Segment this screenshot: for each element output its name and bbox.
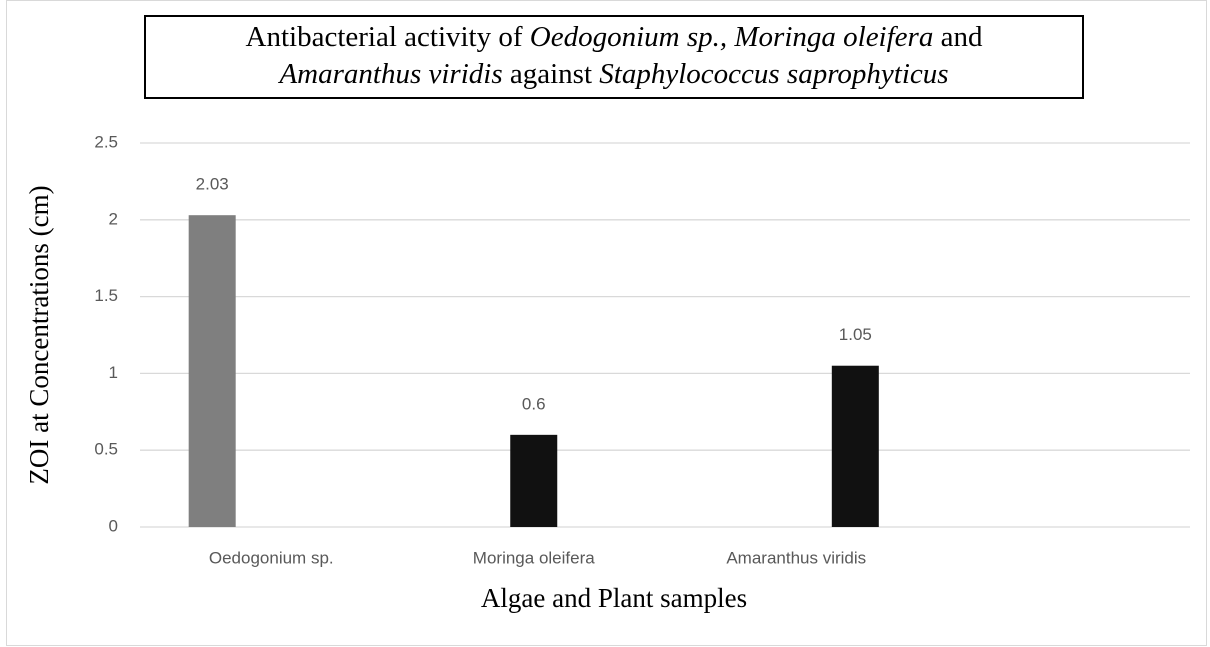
x-axis-label: Algae and Plant samples xyxy=(481,583,747,613)
data-label: 1.05 xyxy=(839,325,872,344)
y-tick-label: 0 xyxy=(109,516,118,535)
title-part: Oedogonium sp., Moringa oleifera xyxy=(530,21,934,53)
chart-title: Amaranthus viridis against Staphylococcu… xyxy=(277,58,948,90)
y-axis-label: ZOI at Concentrations (cm) xyxy=(24,185,54,484)
data-label: 0.6 xyxy=(522,394,546,413)
y-tick-label: 2.5 xyxy=(94,132,118,151)
title-part: activity of xyxy=(404,21,530,53)
data-label: 2.03 xyxy=(196,175,229,194)
bar xyxy=(510,434,558,527)
title-box xyxy=(144,15,1084,99)
bar xyxy=(831,365,879,527)
title-part: Staphylococcus saprophyticus xyxy=(599,58,948,90)
title-part: against xyxy=(503,58,600,90)
title-part: Amaranthus viridis xyxy=(277,58,502,90)
title-part: Antibacterial xyxy=(246,21,405,53)
x-tick-label: Moringa oleifera xyxy=(473,548,595,567)
chart-title: Antibacterial activity of Oedogonium sp.… xyxy=(246,21,983,53)
x-tick-label: Amaranthus viridis xyxy=(726,548,866,567)
bar xyxy=(188,215,236,527)
x-tick-label: Oedogonium sp. xyxy=(209,548,334,567)
y-tick-label: 1 xyxy=(109,363,118,382)
y-tick-label: 1.5 xyxy=(94,286,118,305)
y-tick-label: 2 xyxy=(109,209,118,228)
y-tick-label: 0.5 xyxy=(94,440,118,459)
title-part: and xyxy=(933,21,983,53)
